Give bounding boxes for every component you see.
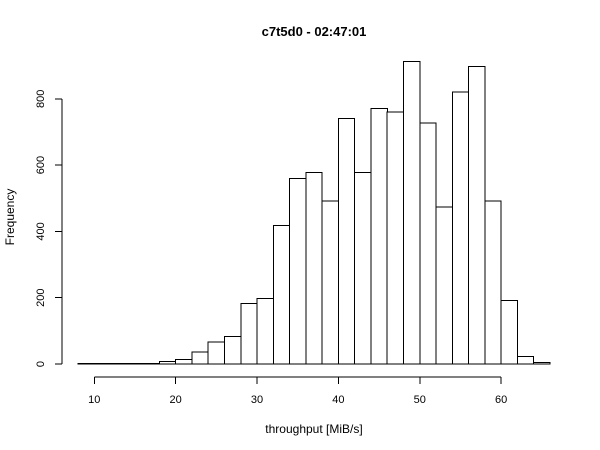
x-axis-label: throughput [MiB/s]	[265, 422, 362, 436]
histogram-bar	[386, 111, 405, 365]
histogram-bar	[142, 362, 160, 365]
histogram-bar	[321, 200, 339, 365]
histogram-bar	[207, 341, 225, 365]
histogram-bar	[256, 297, 274, 365]
histogram-bar	[533, 362, 551, 365]
histogram-bar	[240, 303, 258, 365]
x-tick-label: 50	[414, 394, 426, 406]
x-tick-label: 40	[332, 394, 344, 406]
histogram-bar	[354, 171, 372, 365]
x-axis: 10 20 30 40 50 60	[88, 376, 507, 406]
histogram-bar	[158, 361, 177, 365]
histogram-bar	[289, 177, 307, 365]
x-tick-label: 20	[170, 394, 182, 406]
histogram-bar	[451, 91, 470, 365]
histogram-bar	[224, 336, 242, 365]
y-tick-label: 200	[35, 289, 47, 307]
histogram-bar	[272, 224, 291, 365]
histogram-bar	[468, 65, 486, 365]
y-axis: 0 200 400 600 800	[35, 90, 63, 367]
histogram-bar	[516, 355, 535, 365]
x-tick-label: 10	[88, 394, 100, 406]
histogram-bar	[419, 122, 437, 365]
histogram-bar	[337, 118, 356, 365]
y-tick-label: 0	[35, 361, 47, 367]
chart-title: c7t5d0 - 02:47:01	[262, 24, 367, 39]
histogram-bar	[500, 300, 519, 365]
x-tick-label: 60	[495, 394, 507, 406]
histogram-bar	[191, 351, 209, 365]
y-tick-label: 600	[35, 156, 47, 174]
histogram-bar	[370, 108, 388, 365]
y-tick-label: 800	[35, 90, 47, 108]
histogram-bar	[435, 206, 453, 365]
histogram-bar	[305, 171, 323, 365]
y-tick-label: 400	[35, 222, 47, 240]
histogram-bar	[175, 358, 193, 365]
x-tick-label: 30	[251, 394, 263, 406]
y-axis-label: Frequency	[3, 189, 17, 246]
bars-group	[77, 61, 551, 365]
histogram-bar	[484, 200, 502, 365]
histogram-bar	[403, 61, 421, 365]
